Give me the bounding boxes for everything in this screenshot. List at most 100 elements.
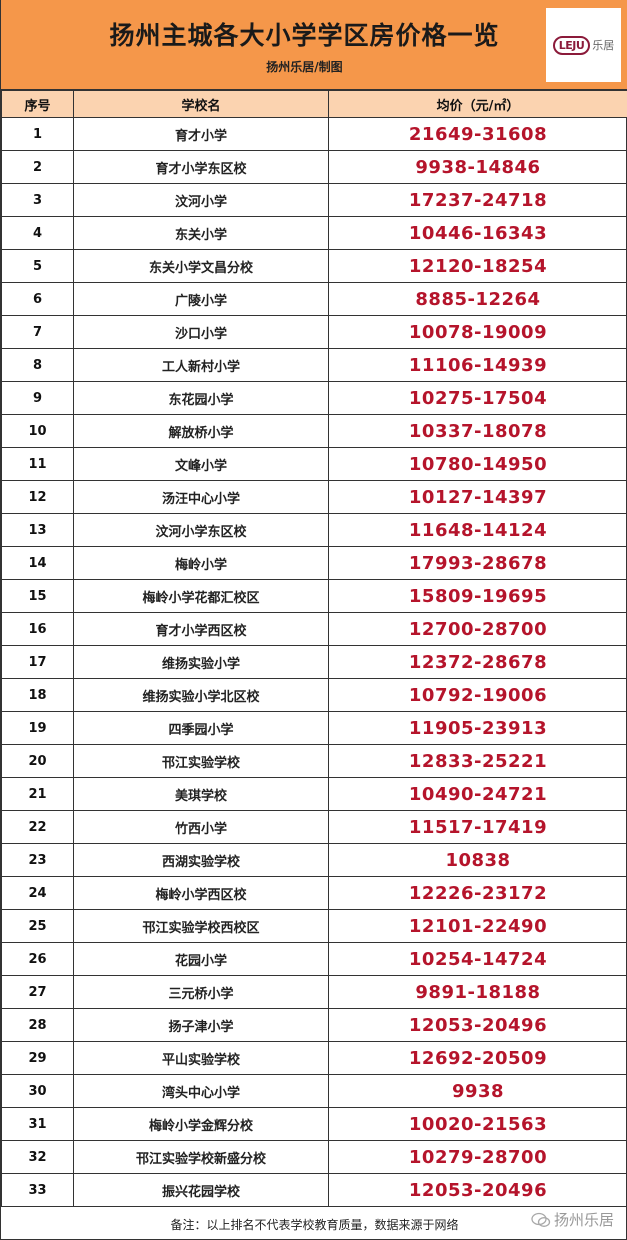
table-row: 26 花园小学 10254-14724	[1, 942, 627, 976]
school-name: 三元桥小学	[73, 975, 329, 1009]
page-subtitle: 扬州乐居/制图	[266, 60, 343, 74]
school-name: 梅岭小学金辉分校	[73, 1107, 329, 1141]
school-name: 维扬实验小学	[73, 645, 329, 679]
price-range: 11106-14939	[328, 348, 627, 382]
school-name: 振兴花园学校	[73, 1173, 329, 1207]
row-number: 9	[1, 381, 74, 415]
table-row: 24 梅岭小学西区校 12226-23172	[1, 876, 627, 910]
price-range: 10337-18078	[328, 414, 627, 448]
row-number: 33	[1, 1173, 74, 1207]
table-row: 1 育才小学 21649-31608	[1, 117, 627, 151]
price-range: 15809-19695	[328, 579, 627, 613]
row-number: 23	[1, 843, 74, 877]
table-row: 31 梅岭小学金辉分校 10020-21563	[1, 1107, 627, 1141]
row-number: 8	[1, 348, 74, 382]
school-name: 工人新村小学	[73, 348, 329, 382]
table-row: 9 东花园小学 10275-17504	[1, 381, 627, 415]
table-row: 18 维扬实验小学北区校 10792-19006	[1, 678, 627, 712]
table-row: 15 梅岭小学花都汇校区 15809-19695	[1, 579, 627, 613]
school-name: 育才小学东区校	[73, 150, 329, 184]
school-name: 邗江实验学校西校区	[73, 909, 329, 943]
price-range: 10279-28700	[328, 1140, 627, 1174]
school-name: 美琪学校	[73, 777, 329, 811]
price-range: 10127-14397	[328, 480, 627, 514]
row-number: 22	[1, 810, 74, 844]
school-name: 文峰小学	[73, 447, 329, 481]
row-number: 32	[1, 1140, 74, 1174]
table-row: 22 竹西小学 11517-17419	[1, 810, 627, 844]
row-number: 30	[1, 1074, 74, 1108]
row-number: 31	[1, 1107, 74, 1141]
table-row: 5 东关小学文昌分校 12120-18254	[1, 249, 627, 283]
table-row: 21 美琪学校 10490-24721	[1, 777, 627, 811]
table-row: 29 平山实验学校 12692-20509	[1, 1041, 627, 1075]
price-range: 10446-16343	[328, 216, 627, 250]
school-name: 邗江实验学校	[73, 744, 329, 778]
table-row: 25 邗江实验学校西校区 12101-22490	[1, 909, 627, 943]
wechat-icon	[531, 1212, 551, 1227]
school-name: 维扬实验小学北区校	[73, 678, 329, 712]
table-row: 30 湾头中心小学 9938	[1, 1074, 627, 1108]
school-name: 平山实验学校	[73, 1041, 329, 1075]
row-number: 11	[1, 447, 74, 481]
table-row: 10 解放桥小学 10337-18078	[1, 414, 627, 448]
table-row: 28 扬子津小学 12053-20496	[1, 1008, 627, 1042]
leju-logo: LEJU 乐居	[546, 8, 621, 82]
row-number: 6	[1, 282, 74, 316]
table-row: 4 东关小学 10446-16343	[1, 216, 627, 250]
price-range: 12053-20496	[328, 1173, 627, 1207]
school-name: 花园小学	[73, 942, 329, 976]
school-name: 梅岭小学西区校	[73, 876, 329, 910]
row-number: 5	[1, 249, 74, 283]
table-row: 7 沙口小学 10078-19009	[1, 315, 627, 349]
school-name: 东关小学	[73, 216, 329, 250]
row-number: 28	[1, 1008, 74, 1042]
price-range: 10780-14950	[328, 447, 627, 481]
price-range: 12101-22490	[328, 909, 627, 943]
row-number: 15	[1, 579, 74, 613]
row-number: 26	[1, 942, 74, 976]
school-name: 四季园小学	[73, 711, 329, 745]
row-number: 25	[1, 909, 74, 943]
price-range: 12120-18254	[328, 249, 627, 283]
row-number: 10	[1, 414, 74, 448]
row-number: 1	[1, 117, 74, 151]
table-row: 27 三元桥小学 9891-18188	[1, 975, 627, 1009]
row-number: 24	[1, 876, 74, 910]
column-header-price: 均价（元/㎡）	[328, 90, 627, 118]
school-name: 西湖实验学校	[73, 843, 329, 877]
row-number: 7	[1, 315, 74, 349]
table-row: 17 维扬实验小学 12372-28678	[1, 645, 627, 679]
price-range: 10490-24721	[328, 777, 627, 811]
price-range: 11905-23913	[328, 711, 627, 745]
price-range: 10078-19009	[328, 315, 627, 349]
price-range: 21649-31608	[328, 117, 627, 151]
price-range: 12700-28700	[328, 612, 627, 646]
table-row: 3 汶河小学 17237-24718	[1, 183, 627, 217]
table-row: 12 汤汪中心小学 10127-14397	[1, 480, 627, 514]
school-name: 扬子津小学	[73, 1008, 329, 1042]
footnote: 备注：以上排名不代表学校教育质量，数据来源于网络	[170, 1218, 459, 1232]
page-title: 扬州主城各大小学学区房价格一览	[109, 21, 500, 50]
price-range: 9938	[328, 1074, 627, 1108]
price-range: 10254-14724	[328, 942, 627, 976]
table-row: 19 四季园小学 11905-23913	[1, 711, 627, 745]
price-range: 10838	[328, 843, 627, 877]
price-range: 9938-14846	[328, 150, 627, 184]
watermark-text: 扬州乐居	[553, 1211, 614, 1229]
price-range: 12372-28678	[328, 645, 627, 679]
school-name: 湾头中心小学	[73, 1074, 329, 1108]
school-name: 东花园小学	[73, 381, 329, 415]
table-row: 8 工人新村小学 11106-14939	[1, 348, 627, 382]
table-row: 14 梅岭小学 17993-28678	[1, 546, 627, 580]
school-name: 梅岭小学	[73, 546, 329, 580]
price-range: 11517-17419	[328, 810, 627, 844]
price-range: 12692-20509	[328, 1041, 627, 1075]
school-name: 汤汪中心小学	[73, 480, 329, 514]
column-header-school: 学校名	[73, 90, 329, 118]
logo-text: 乐居	[592, 39, 615, 52]
row-number: 18	[1, 678, 74, 712]
price-range: 11648-14124	[328, 513, 627, 547]
school-name: 东关小学文昌分校	[73, 249, 329, 283]
